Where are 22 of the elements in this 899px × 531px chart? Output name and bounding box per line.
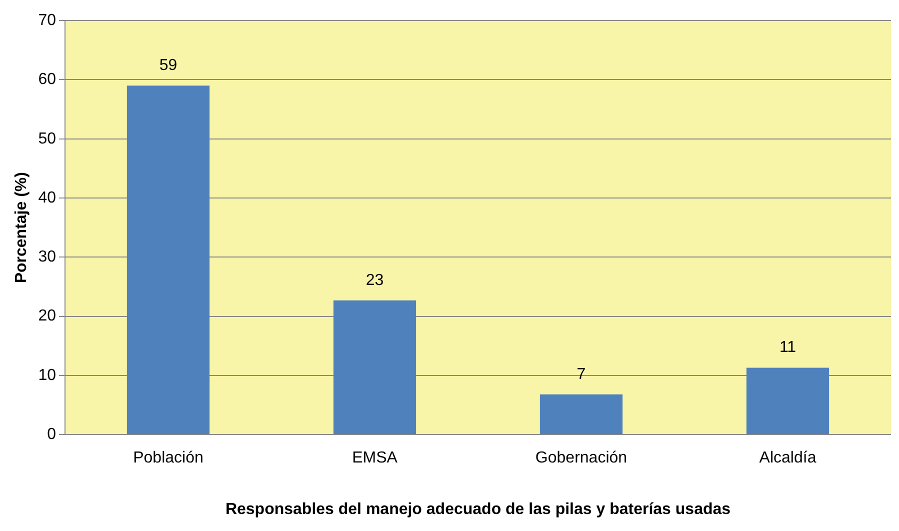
y-tick-label: 70 (38, 12, 56, 30)
x-tick-label: Alcaldía (759, 450, 816, 467)
data-label: 23 (366, 272, 384, 289)
y-tick-label: 10 (38, 366, 56, 384)
x-axis-title: Responsables del manejo adecuado de las pilas y baterías usadas (225, 500, 731, 518)
data-label: 59 (159, 57, 178, 74)
y-tick-label: 0 (47, 426, 56, 444)
y-tick-label: 50 (38, 130, 56, 148)
y-tick-label: 30 (38, 248, 56, 266)
x-tick-label: EMSA (352, 450, 398, 467)
data-label: 7 (576, 366, 586, 383)
bar (540, 394, 623, 434)
y-tick-label: 20 (38, 308, 56, 325)
y-axis-title: Porcentaje (%) (13, 172, 30, 284)
bar (746, 368, 830, 434)
x-tick-label: Población (133, 450, 204, 467)
bar (126, 86, 210, 434)
bar (333, 300, 416, 434)
x-tick-label: Gobernación (535, 450, 628, 467)
y-tick-label: 60 (38, 71, 56, 88)
data-label: 11 (779, 339, 796, 356)
y-tick-label: 40 (38, 189, 56, 206)
